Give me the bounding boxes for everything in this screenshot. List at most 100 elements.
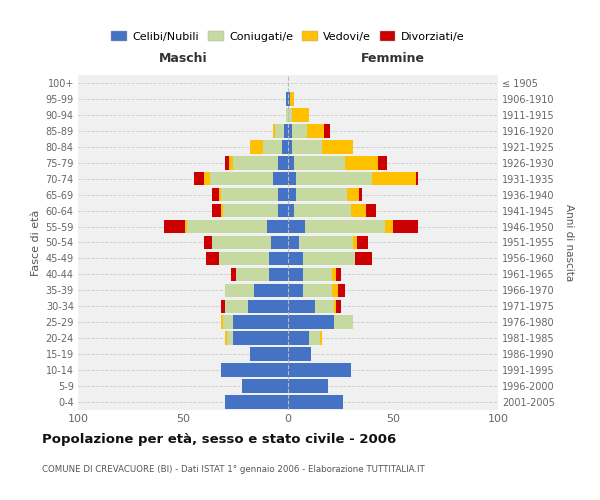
Bar (277, 204, 288, 218)
Bar (204, 236, 212, 250)
Bar (282, 140, 288, 153)
Bar (254, 284, 288, 297)
Bar (221, 188, 277, 202)
Bar (288, 236, 299, 250)
Bar (385, 220, 393, 234)
Bar (227, 332, 233, 345)
Bar (320, 332, 322, 345)
Bar (288, 252, 303, 265)
Bar (351, 204, 366, 218)
Bar (212, 236, 271, 250)
Bar (366, 204, 376, 218)
Bar (233, 156, 277, 170)
Bar (164, 220, 185, 234)
Bar (290, 92, 295, 106)
Bar (355, 252, 372, 265)
Bar (221, 204, 223, 218)
Bar (233, 332, 288, 345)
Bar (277, 188, 288, 202)
Bar (225, 300, 248, 313)
Bar (332, 284, 338, 297)
Bar (372, 172, 416, 186)
Bar (218, 188, 221, 202)
Bar (288, 188, 296, 202)
Bar (269, 252, 288, 265)
Text: COMUNE DI CREVACUORE (BI) - Dati ISTAT 1° gennaio 2006 - Elaborazione TUTTITALIA: COMUNE DI CREVACUORE (BI) - Dati ISTAT 1… (42, 466, 425, 474)
Bar (223, 316, 233, 329)
Bar (334, 300, 337, 313)
Bar (292, 108, 309, 122)
Bar (275, 124, 284, 138)
Bar (353, 236, 358, 250)
Bar (288, 140, 292, 153)
Bar (288, 172, 296, 186)
Bar (309, 332, 320, 345)
Bar (267, 220, 288, 234)
Bar (235, 268, 269, 281)
Bar (296, 172, 372, 186)
Bar (225, 284, 254, 297)
Bar (263, 140, 282, 153)
Bar (277, 156, 288, 170)
Legend: Celibi/Nubili, Coniugati/e, Vedovi/e, Divorziati/e: Celibi/Nubili, Coniugati/e, Vedovi/e, Di… (107, 27, 469, 46)
Bar (295, 156, 345, 170)
Bar (288, 395, 343, 409)
Bar (288, 284, 303, 297)
Bar (233, 316, 288, 329)
Bar (286, 92, 288, 106)
Bar (288, 380, 328, 393)
Bar (322, 140, 353, 153)
Bar (288, 268, 303, 281)
Text: Popolazione per età, sesso e stato civile - 2006: Popolazione per età, sesso e stato civil… (42, 432, 396, 446)
Bar (316, 300, 334, 313)
Bar (299, 236, 353, 250)
Bar (332, 268, 337, 281)
Bar (288, 316, 334, 329)
Bar (288, 348, 311, 361)
Bar (288, 204, 295, 218)
Bar (271, 236, 288, 250)
Bar (250, 140, 263, 153)
Bar (221, 300, 225, 313)
Y-axis label: Fasce di età: Fasce di età (31, 210, 41, 276)
Bar (288, 108, 292, 122)
Bar (187, 220, 267, 234)
Y-axis label: Anni di nascita: Anni di nascita (565, 204, 574, 281)
Bar (416, 172, 418, 186)
Bar (229, 156, 233, 170)
Bar (204, 172, 210, 186)
Bar (338, 284, 345, 297)
Bar (232, 268, 235, 281)
Bar (288, 300, 316, 313)
Bar (225, 395, 288, 409)
Bar (358, 236, 368, 250)
Bar (379, 156, 387, 170)
Bar (292, 124, 307, 138)
Bar (193, 172, 204, 186)
Bar (273, 124, 275, 138)
Bar (225, 156, 229, 170)
Bar (288, 332, 309, 345)
Bar (223, 204, 277, 218)
Bar (225, 332, 227, 345)
Bar (288, 124, 292, 138)
Bar (286, 108, 288, 122)
Bar (337, 268, 341, 281)
Bar (334, 316, 353, 329)
Bar (269, 268, 288, 281)
Bar (295, 204, 351, 218)
Bar (307, 124, 324, 138)
Bar (212, 188, 218, 202)
Bar (288, 92, 290, 106)
Bar (359, 188, 362, 202)
Bar (219, 252, 269, 265)
Bar (284, 124, 288, 138)
Text: Maschi: Maschi (158, 52, 208, 66)
Bar (347, 188, 359, 202)
Bar (221, 364, 288, 377)
Bar (305, 220, 385, 234)
Bar (221, 316, 223, 329)
Bar (242, 380, 288, 393)
Bar (303, 268, 332, 281)
Bar (212, 204, 221, 218)
